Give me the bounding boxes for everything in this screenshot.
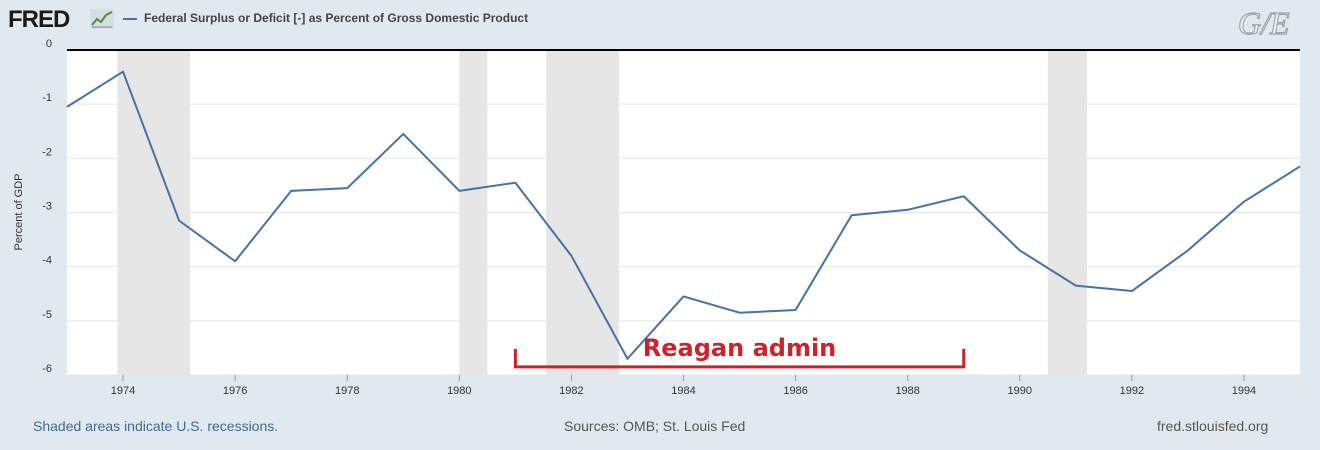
fred-logo[interactable]: FRED: [8, 6, 70, 33]
ge-logo-icon: G/E: [1237, 4, 1290, 40]
x-tick-label: 1988: [895, 385, 919, 397]
fred-graph-icon: [90, 9, 114, 29]
legend-swatch: [123, 18, 137, 20]
x-tick-label: 1984: [671, 385, 695, 397]
chart-header: FRED Federal Surplus or Deficit [-] as P…: [0, 0, 1320, 40]
x-tick-label: 1992: [1120, 385, 1144, 397]
y-tick-label: -5: [42, 309, 52, 321]
x-tick-label: 1976: [223, 385, 247, 397]
site-link[interactable]: fred.stlouisfed.org: [1157, 418, 1269, 434]
sources-text: Sources: OMB; St. Louis Fed: [564, 418, 746, 434]
y-tick-label: -2: [42, 146, 52, 158]
ge-logo-text: G/E: [1238, 5, 1290, 40]
y-axis-label: Percent of GDP: [13, 173, 25, 250]
y-tick-label: 0: [46, 38, 52, 50]
x-tick-label: 1994: [1232, 385, 1256, 397]
y-tick-label: -6: [42, 363, 52, 375]
annotation-bracket: [513, 348, 966, 369]
y-tick-label: -3: [42, 201, 52, 213]
chart: 0 -1 -2 -3 -4 -5 -6 1974 1976 1978 1980 1982 1984 19…: [13, 38, 1301, 397]
x-tick-label: 1978: [335, 385, 359, 397]
x-tick-label: 1990: [1008, 385, 1032, 397]
annotation-label: Reagan admin: [643, 334, 836, 362]
y-tick-label: -1: [42, 92, 52, 104]
chart-title: Federal Surplus or Deficit [-] as Percen…: [144, 11, 529, 25]
x-tick-label: 1980: [447, 385, 471, 397]
x-tick-label: 1982: [559, 385, 583, 397]
recession-note-link[interactable]: Shaded areas indicate U.S. recessions.: [33, 418, 279, 434]
y-tick-label: -4: [42, 255, 52, 267]
x-tick-label: 1974: [111, 385, 135, 397]
series-line[interactable]: [66, 70, 1301, 360]
x-tick-label: 1986: [783, 385, 807, 397]
